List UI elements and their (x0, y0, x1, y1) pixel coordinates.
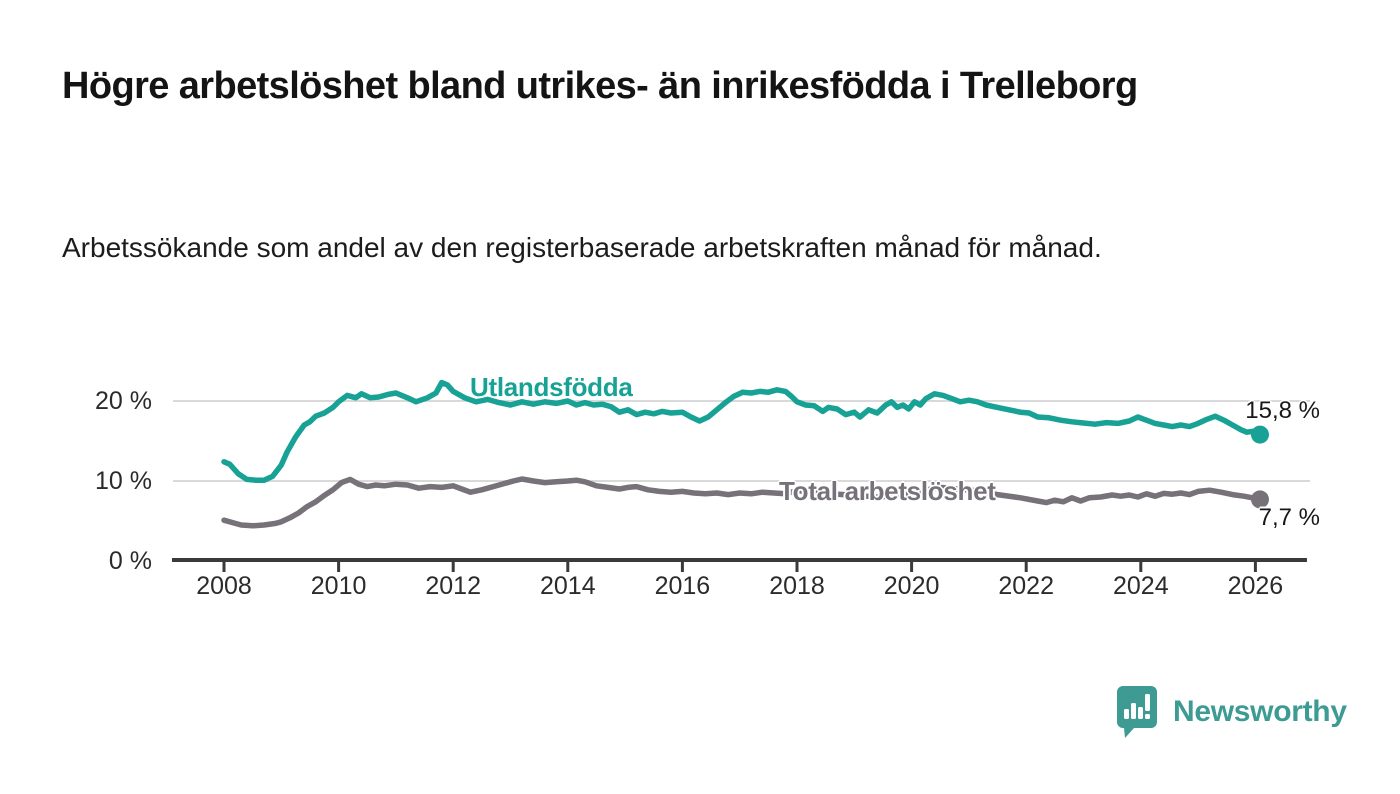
x-tick-label-2020: 2020 (883, 572, 940, 600)
series-label-total-arbetsloshet: Total arbetslöshet (779, 476, 996, 506)
series-line-total (221, 476, 1263, 529)
y-tick-label-10: 10 % (95, 467, 152, 495)
y-tick-label-0: 0 % (108, 547, 152, 575)
series-end-dot-utlandsfodda (1250, 425, 1269, 444)
newsworthy-logo: Newsworthy (1117, 686, 1347, 738)
x-tick-label-2016: 2016 (654, 572, 711, 600)
page-subtitle: Arbetssökande som andel av den registerb… (62, 232, 1102, 263)
x-tick-label-2026: 2026 (1227, 572, 1284, 600)
series-end-dot-total (1250, 490, 1269, 509)
newsworthy-logo-text: Newsworthy (1173, 695, 1347, 728)
series-label-utlandsfodda: Utlandsfödda (470, 372, 633, 402)
y-tick-label-20: 20 % (95, 387, 152, 415)
x-tick-label-2008: 2008 (196, 572, 252, 600)
series-line-utlandsfodda (221, 379, 1263, 483)
x-tick-label-2012: 2012 (425, 572, 481, 600)
end-value-label-utlandsfodda: 15,8 % (1245, 397, 1320, 424)
end-value-label-total-arbetsloshet: 7,7 % (1258, 504, 1320, 531)
x-tick-label-2010: 2010 (310, 572, 367, 600)
x-tick-label-2024: 2024 (1112, 572, 1169, 600)
page-title: Högre arbetslöshet bland utrikes- än inr… (62, 65, 1138, 107)
x-tick-label-2014: 2014 (539, 572, 596, 600)
x-tick-label-2018: 2018 (769, 572, 825, 600)
x-tick-label-2022: 2022 (998, 572, 1054, 600)
newsworthy-bubble-chart-icon (1117, 686, 1157, 738)
